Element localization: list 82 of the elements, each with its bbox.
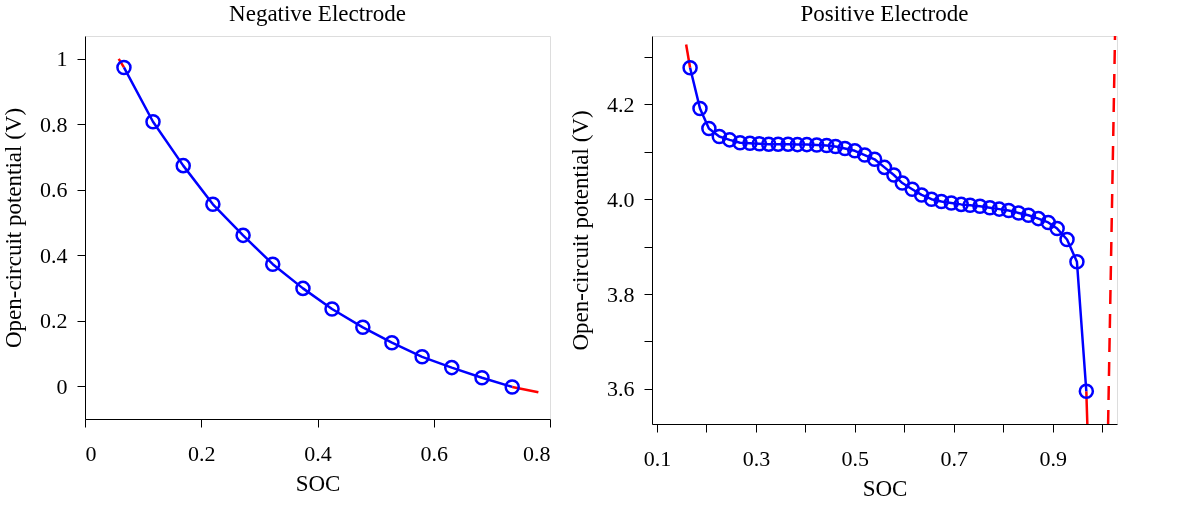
x-tick-label: 0.9 [1039,445,1067,471]
point [235,227,251,244]
point [355,319,371,336]
point [904,181,920,197]
y-tick-label: 4.0 [607,186,635,212]
point [205,196,221,213]
point [1040,214,1057,231]
y-axis-title: Open-circuit potential (V) [1,107,26,349]
point [837,140,853,157]
y-axis-title: Open-circuit potential (V) [568,110,593,351]
point [1020,207,1037,224]
point [982,199,998,216]
y-tick-label: 0 [56,373,68,399]
point [780,136,796,152]
point [962,197,978,214]
point [1030,210,1047,227]
x-tick-label: 0.3 [742,445,771,471]
point [474,370,490,386]
point [799,136,815,153]
chart-title: Positive Electrode [800,1,969,26]
point [943,195,960,211]
point [770,136,786,152]
point [953,196,969,213]
point [933,193,950,210]
point [701,120,717,137]
point [827,138,844,155]
point [1049,220,1065,237]
point [721,132,738,148]
x-tick-label: 0.4 [304,440,332,466]
x-axis-title: SOC [295,470,341,496]
point [789,136,806,153]
x-tick-label: 0.2 [188,440,216,466]
y-tick-label: 4.2 [607,91,635,117]
point [1078,383,1095,400]
point [264,256,281,272]
point [876,159,893,176]
x-tick-label: 0.6 [420,440,448,466]
y-tick-label: 0.6 [40,177,68,203]
point [972,198,988,215]
point [894,175,911,191]
point [847,143,863,159]
point [444,359,460,376]
point [504,379,520,395]
point [991,201,1008,217]
point [682,60,698,76]
point [856,147,873,163]
point [1010,205,1027,221]
y-tick-label: 3.8 [607,281,635,307]
point [818,137,835,154]
point [913,187,930,203]
point [886,167,902,183]
point [760,136,777,152]
point [324,301,340,317]
point [295,280,311,297]
point [414,349,430,365]
point [1069,254,1085,270]
point [145,114,161,130]
point [1059,231,1075,248]
y-tick-label: 0.2 [40,308,68,334]
y-tick-label: 1 [56,46,68,72]
x-axis-title: SOC [862,475,908,501]
x-tick-label: 0.1 [643,445,672,471]
point [384,334,400,351]
point [751,135,768,152]
y-tick-label: 3.6 [607,376,635,402]
point [175,157,191,174]
point [866,151,883,168]
point [711,128,728,145]
point [1000,202,1017,219]
y-tick-label: 0.8 [40,111,68,137]
x-tick-label: 0.8 [523,440,551,466]
x-tick-label: 0 [85,440,97,466]
y-tick-label: 0.4 [40,242,68,268]
point [808,137,825,153]
point [742,135,758,151]
point [692,100,708,117]
point [732,134,748,151]
chart-title: Negative Electrode [229,1,406,26]
point [923,191,940,207]
x-tick-label: 0.5 [841,445,870,471]
x-tick-label: 0.7 [940,445,969,471]
point [116,59,132,76]
